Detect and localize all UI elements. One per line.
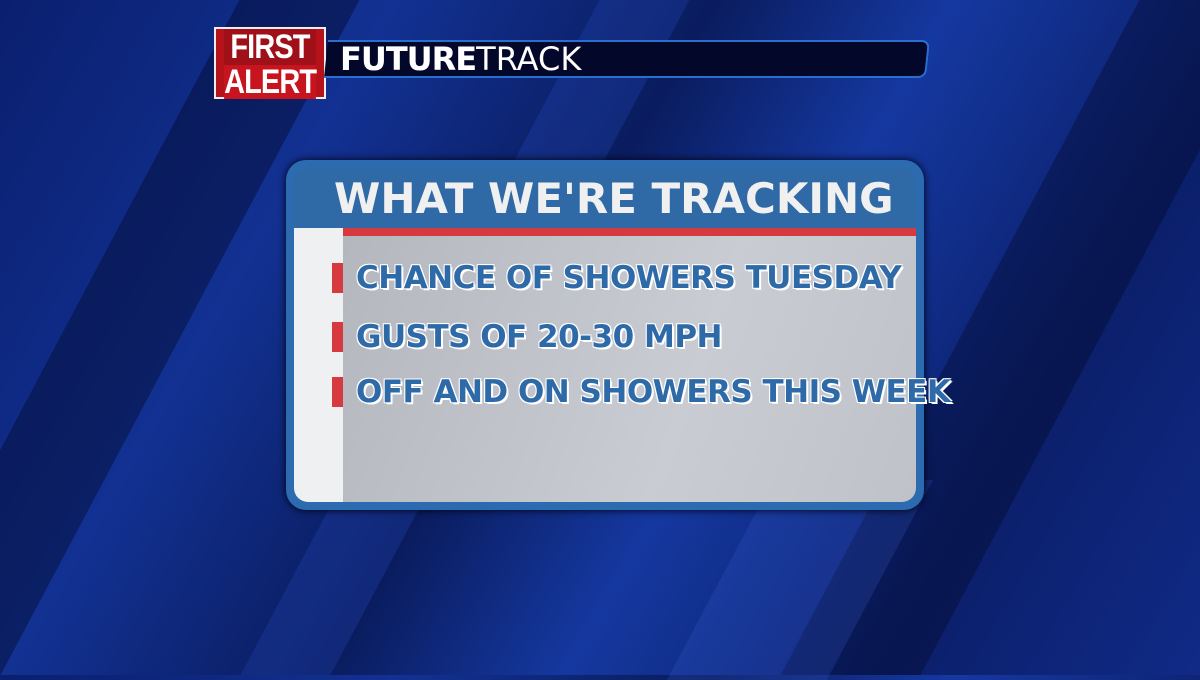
- card-divider: [343, 228, 916, 236]
- bullet-bar-icon: [332, 263, 343, 293]
- list-item-text: GUSTS OF 20-30 MPH: [356, 319, 722, 355]
- bullet-bar-icon: [332, 322, 343, 352]
- card-body: [343, 236, 916, 502]
- list-item-text: OFF AND ON SHOWERS THIS WEEK: [356, 374, 951, 410]
- list-item-text: CHANCE OF SHOWERS TUESDAY: [356, 260, 902, 296]
- banner-title-bold: FUTURE: [340, 40, 477, 78]
- tracking-card: WHAT WE'RE TRACKING CHANCE OF SHOWERS TU…: [286, 160, 951, 510]
- card-title: WHAT WE'RE TRACKING: [294, 168, 916, 228]
- banner-title-light: TRACK: [476, 40, 582, 78]
- logo-line-1: FIRST: [224, 29, 316, 65]
- banner-title: FUTURETRACK: [340, 40, 581, 78]
- logo-line-2: ALERT: [224, 63, 317, 101]
- bullet-bar-icon: [332, 377, 343, 407]
- first-alert-logo: FIRST ALERT: [214, 27, 326, 99]
